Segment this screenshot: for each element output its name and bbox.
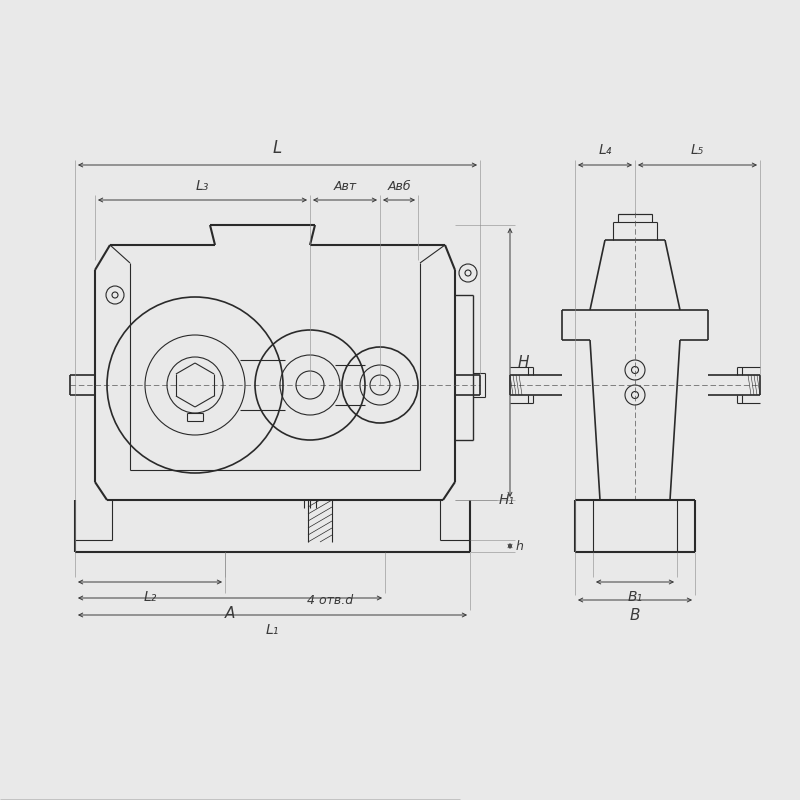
Text: Aвб: Aвб (387, 180, 411, 193)
Text: L₂: L₂ (143, 590, 157, 604)
Text: H: H (518, 355, 530, 370)
Text: B: B (630, 608, 640, 623)
Text: B₁: B₁ (627, 590, 642, 604)
Text: L₁: L₁ (266, 623, 279, 637)
Text: H₁: H₁ (499, 493, 515, 507)
Text: L₃: L₃ (196, 179, 209, 193)
Text: L: L (273, 139, 282, 157)
Text: h: h (516, 539, 524, 553)
Text: L₅: L₅ (691, 143, 704, 157)
Text: L₄: L₄ (598, 143, 612, 157)
Text: 4 отв.d: 4 отв.d (307, 594, 353, 607)
Text: A: A (225, 606, 235, 621)
Text: Aвт: Aвт (334, 180, 357, 193)
